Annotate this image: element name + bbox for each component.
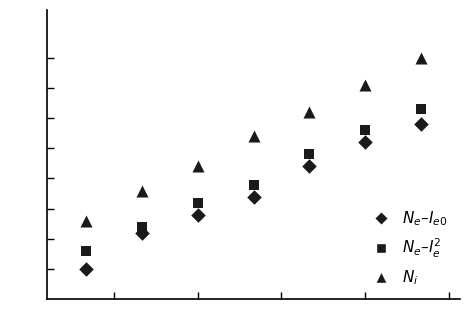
Point: [194, 212, 201, 217]
Point: [82, 218, 90, 223]
Point: [306, 152, 313, 157]
Point: [361, 128, 369, 133]
Point: [138, 188, 146, 193]
Point: [361, 83, 369, 88]
Point: [306, 164, 313, 169]
Point: [306, 110, 313, 115]
Point: [417, 122, 425, 127]
Point: [82, 266, 90, 271]
Point: [194, 200, 201, 205]
Point: [361, 140, 369, 145]
Point: [138, 230, 146, 235]
Point: [82, 248, 90, 254]
Legend: $N_e$–$I_{e0}$, $N_e$–$I_e^2$, $N_i$: $N_e$–$I_{e0}$, $N_e$–$I_e^2$, $N_i$: [361, 205, 452, 291]
Point: [250, 134, 257, 139]
Point: [250, 182, 257, 187]
Point: [250, 194, 257, 199]
Point: [194, 164, 201, 169]
Point: [138, 224, 146, 229]
Point: [417, 55, 425, 60]
Point: [417, 107, 425, 112]
